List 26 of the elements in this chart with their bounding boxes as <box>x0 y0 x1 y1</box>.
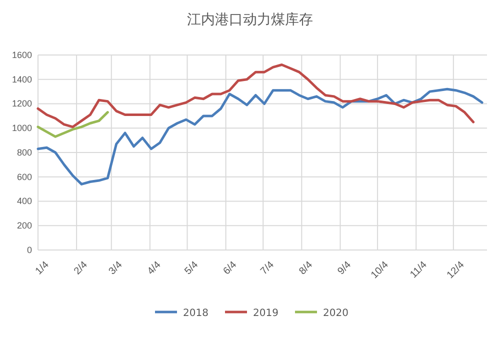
y-tick-label: 1200 <box>12 98 32 109</box>
x-tick-label: 2/4 <box>72 259 90 278</box>
x-tick-label: 3/4 <box>107 259 125 278</box>
y-tick-label: 1600 <box>12 50 32 60</box>
x-tick-label: 1/4 <box>34 259 52 278</box>
x-tick-label: 4/4 <box>146 259 164 278</box>
x-tick-label: 5/4 <box>182 259 201 278</box>
x-tick-label: 6/4 <box>221 259 240 278</box>
legend-label: 2018 <box>183 308 208 319</box>
x-tick-label: 9/4 <box>336 259 354 278</box>
legend-label: 2020 <box>323 308 348 319</box>
line-series <box>36 88 484 186</box>
y-tick-label: 600 <box>16 172 32 182</box>
y-tick-label: 800 <box>16 147 32 158</box>
x-tick-label: 7/4 <box>258 259 277 278</box>
line-series <box>36 111 109 138</box>
legend-label: 2019 <box>253 308 278 319</box>
y-tick-label: 1400 <box>12 74 32 84</box>
y-tick-label: 1000 <box>12 123 32 134</box>
x-tick-label: 11/4 <box>408 259 430 281</box>
x-tick-label: 8/4 <box>297 259 316 278</box>
line-series <box>36 64 475 128</box>
chart-title: 江内港口动力煤库存 <box>187 12 313 28</box>
y-tick-label: 0 <box>26 244 32 255</box>
y-tick-label: 200 <box>16 220 32 231</box>
y-tick-label: 400 <box>16 196 32 206</box>
